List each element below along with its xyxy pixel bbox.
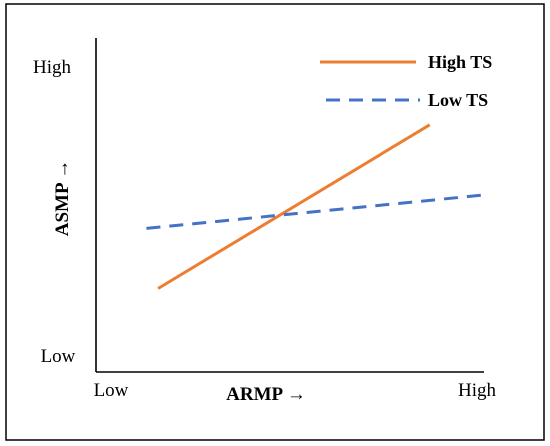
series-line-low-ts [146,193,485,230]
y-axis-label: ASMP → [52,160,73,237]
x-axis-label: ARMP → [226,384,306,405]
legend-label-low-ts: Low TS [428,90,488,110]
x-tick-label-high: High [458,380,497,401]
y-tick-label-high: High [33,57,72,78]
legend-label-high-ts: High TS [428,52,492,72]
x-tick-label-low: Low [94,380,129,401]
series-line-high-ts [157,123,431,290]
y-tick-label-low: Low [41,346,76,367]
